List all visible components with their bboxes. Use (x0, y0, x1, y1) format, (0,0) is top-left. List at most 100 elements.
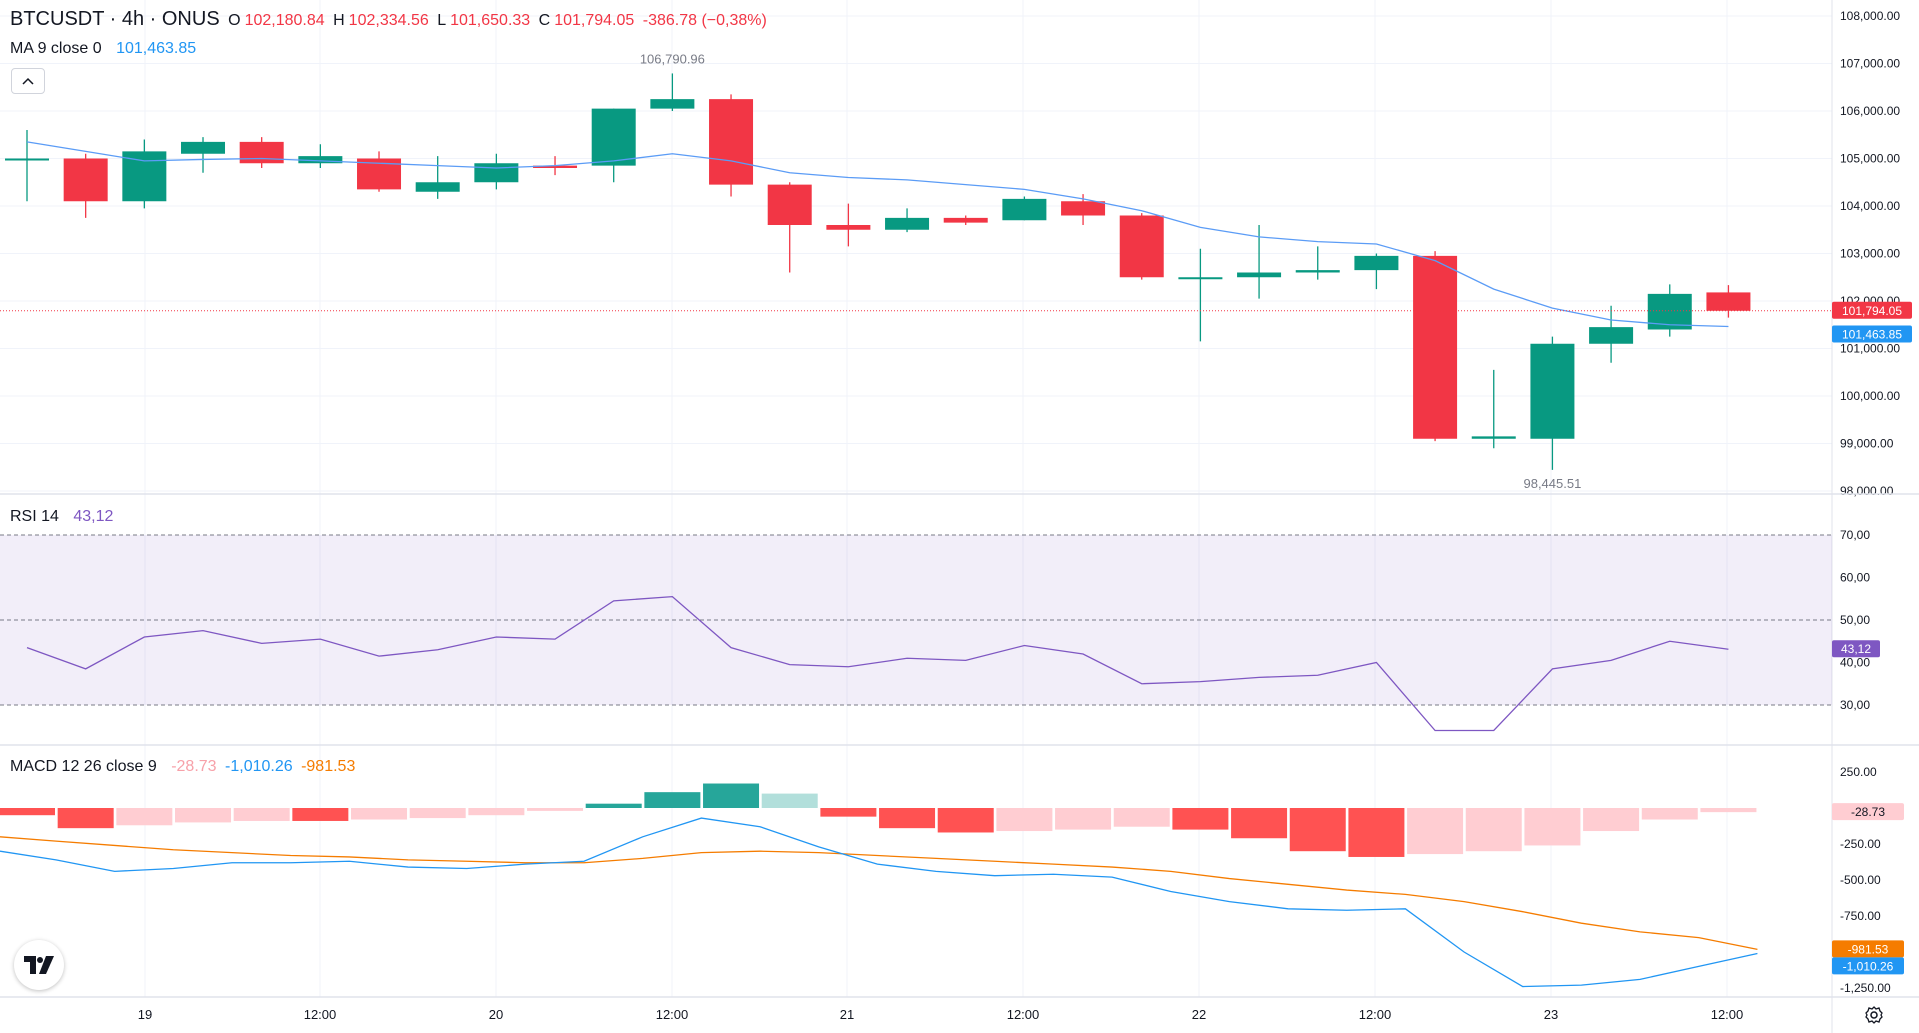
candle-up (1295, 270, 1340, 273)
rsi-label: RSI 14 (10, 508, 59, 525)
candle-up (885, 217, 930, 230)
macd-histogram-bar (996, 808, 1053, 832)
candle-up (1002, 198, 1047, 221)
candle-down (709, 99, 754, 185)
open-label: O (228, 12, 241, 29)
price-tick-label: 106,000.00 (1840, 104, 1900, 118)
low-label: L (437, 12, 447, 29)
macd-legend[interactable]: MACD 12 26 close 9 -28.73 -1,010.26 -981… (10, 758, 359, 776)
candle-up (298, 156, 343, 164)
macd-histogram-bar (175, 808, 232, 823)
macd-histogram-bar (409, 808, 466, 819)
macd-histogram-bar (937, 808, 994, 833)
macd-histogram-bar (879, 808, 936, 829)
high-label: H (333, 12, 345, 29)
rsi-value-badge (1832, 640, 1880, 658)
x-tick-label: 12:00 (656, 1007, 689, 1022)
ma-legend[interactable]: MA 9 close 0 101,463.85 (10, 40, 200, 58)
macd-histogram-bar (585, 803, 642, 808)
macd-histogram-bar (527, 808, 584, 811)
macd-tick-label: -1,250.00 (1840, 981, 1891, 995)
candle-down (63, 158, 108, 202)
x-tick-label: 19 (138, 1007, 152, 1022)
macd-histogram-bar (351, 808, 408, 820)
macd-signal-line (0, 836, 1758, 950)
macd-tick-label: -500.00 (1840, 873, 1881, 887)
macd-histogram-bar (233, 808, 290, 821)
candle-up (5, 158, 49, 161)
gear-icon (1865, 1006, 1883, 1024)
candle-up (1354, 255, 1399, 271)
macd-tick-label: -250.00 (1840, 837, 1881, 851)
macd-histogram-bar (1113, 808, 1170, 827)
candle-up (122, 151, 167, 202)
macd-histogram-bar (1055, 808, 1112, 830)
macd-histogram-bar (1407, 808, 1464, 855)
macd-signal-value: -981.53 (301, 758, 356, 775)
candle-up (181, 141, 226, 154)
macd-histogram-bar (761, 793, 818, 808)
candle-up (1471, 436, 1516, 439)
x-tick-label: 12:00 (1359, 1007, 1392, 1022)
macd-histogram-bar (703, 783, 760, 808)
macd-histogram-bar (1700, 808, 1757, 813)
low-annotation: 98,445.51 (1523, 476, 1581, 491)
price-tick-label: 105,000.00 (1840, 152, 1900, 166)
rsi-tick-label: 70,00 (1840, 528, 1870, 542)
candle-up (1237, 272, 1282, 278)
macd-hist-badge (1832, 803, 1904, 821)
macd-histogram-bar (1524, 808, 1581, 846)
candle-down (767, 184, 812, 225)
macd-line-badge (1832, 957, 1904, 975)
price-tick-label: 104,000.00 (1840, 199, 1900, 213)
price-tick-label: 99,000.00 (1840, 437, 1894, 451)
macd-hist-badge-label: -28.73 (1851, 805, 1885, 819)
x-tick-label: 12:00 (1711, 1007, 1744, 1022)
candle-up (474, 163, 519, 183)
x-tick-label: 21 (840, 1007, 854, 1022)
macd-label: MACD 12 26 close 9 (10, 758, 157, 775)
symbol-title[interactable]: BTCUSDT · 4h · ONUS (10, 8, 220, 30)
candle-up (1589, 327, 1634, 344)
price-tick-label: 107,000.00 (1840, 57, 1900, 71)
tradingview-logo[interactable] (14, 940, 64, 990)
macd-histogram-bar (116, 808, 173, 826)
close-value: 101,794.05 (554, 12, 635, 29)
last-price-badge (1832, 301, 1912, 319)
ma-label: MA 9 close 0 (10, 40, 102, 57)
tv-logo-icon (24, 956, 54, 974)
last-price-label: 101,794.05 (1842, 304, 1902, 318)
macd-histogram-bar (644, 792, 701, 808)
price-tick-label: 100,000.00 (1840, 389, 1900, 403)
settings-gear[interactable] (1862, 1003, 1886, 1027)
rsi-badge-label: 43,12 (1841, 642, 1871, 656)
rsi-line (26, 595, 1729, 732)
macd-histogram-bar (1583, 808, 1640, 832)
low-value: 101,650.33 (450, 12, 531, 29)
x-tick-label: 23 (1544, 1007, 1558, 1022)
x-tick-label: 12:00 (1007, 1007, 1040, 1022)
macd-line (0, 817, 1758, 988)
candle-down (826, 225, 871, 230)
ma-price-label: 101,463.85 (1842, 327, 1902, 341)
x-tick-label: 22 (1192, 1007, 1206, 1022)
ma-line (26, 141, 1729, 328)
macd-histogram-bar (1641, 808, 1698, 820)
collapse-legend-button[interactable] (11, 68, 45, 94)
macd-hist-value: -28.73 (171, 758, 217, 775)
candle-down (533, 165, 578, 168)
candle-up (1530, 343, 1575, 439)
macd-histogram-bar (1172, 808, 1229, 830)
rsi-value: 43,12 (73, 508, 114, 525)
x-tick-label: 12:00 (304, 1007, 337, 1022)
rsi-legend[interactable]: RSI 14 43,12 (10, 508, 117, 526)
ma-value: 101,463.85 (116, 40, 197, 57)
rsi-tick-label: 30,00 (1840, 698, 1870, 712)
macd-histogram-bar (0, 808, 55, 816)
macd-line-badge-label: -1,010.26 (1843, 959, 1894, 973)
macd-histogram-bar (57, 808, 114, 829)
macd-histogram-bar (1289, 808, 1346, 852)
candle-down (943, 217, 988, 223)
macd-tick-label: -750.00 (1840, 909, 1881, 923)
